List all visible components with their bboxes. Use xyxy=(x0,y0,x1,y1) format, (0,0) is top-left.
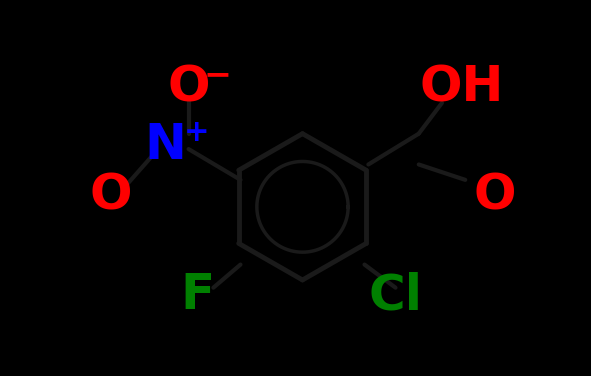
Text: Cl: Cl xyxy=(369,271,423,319)
Text: −: − xyxy=(203,58,231,91)
Text: F: F xyxy=(181,271,215,319)
Text: O: O xyxy=(90,171,132,219)
Text: N: N xyxy=(144,121,186,169)
Text: +: + xyxy=(184,118,209,147)
Text: OH: OH xyxy=(419,64,504,111)
Text: O: O xyxy=(167,64,210,111)
Text: O: O xyxy=(473,171,516,219)
